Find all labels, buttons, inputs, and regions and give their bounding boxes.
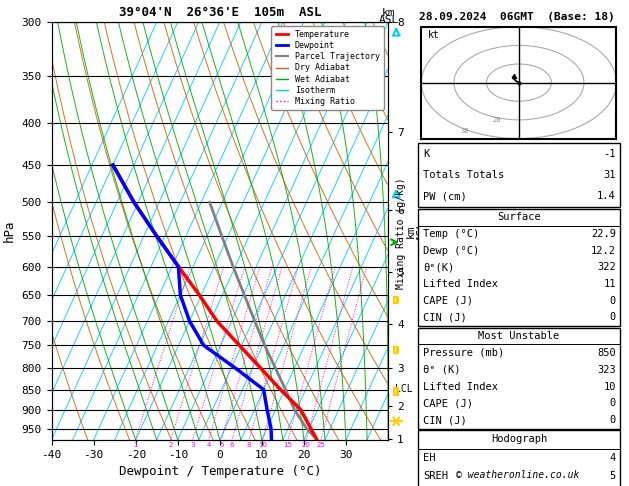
Text: 0: 0 [610, 415, 616, 425]
Text: 5: 5 [220, 442, 224, 448]
Text: 22.9: 22.9 [591, 229, 616, 239]
Text: 850: 850 [597, 348, 616, 358]
Text: 322: 322 [597, 262, 616, 272]
Text: 2: 2 [169, 442, 173, 448]
Text: 4: 4 [206, 442, 211, 448]
Text: Lifted Index: Lifted Index [423, 279, 498, 289]
Text: -1: -1 [603, 149, 616, 159]
Text: 1.4: 1.4 [597, 191, 616, 201]
Text: km: km [382, 8, 396, 18]
Text: SREH: SREH [423, 471, 448, 481]
Title: 39°04'N  26°36'E  105m  ASL: 39°04'N 26°36'E 105m ASL [119, 6, 321, 19]
Text: CIN (J): CIN (J) [423, 415, 467, 425]
Text: CAPE (J): CAPE (J) [423, 399, 473, 408]
Text: ASL: ASL [379, 15, 399, 25]
Text: 11: 11 [603, 279, 616, 289]
Text: CIN (J): CIN (J) [423, 312, 467, 322]
Text: 28.09.2024  06GMT  (Base: 18): 28.09.2024 06GMT (Base: 18) [420, 12, 615, 22]
Text: Most Unstable: Most Unstable [478, 331, 560, 341]
Text: Surface: Surface [497, 212, 541, 222]
Text: © weatheronline.co.uk: © weatheronline.co.uk [455, 470, 579, 480]
Text: Dewp (°C): Dewp (°C) [423, 245, 479, 256]
Text: Totals Totals: Totals Totals [423, 170, 504, 180]
Text: 6: 6 [230, 442, 234, 448]
Text: 0: 0 [610, 399, 616, 408]
Text: Pressure (mb): Pressure (mb) [423, 348, 504, 358]
Text: 12.2: 12.2 [591, 245, 616, 256]
Text: 10: 10 [603, 382, 616, 392]
Text: 323: 323 [597, 364, 616, 375]
Text: 1: 1 [133, 442, 138, 448]
Text: K: K [423, 149, 430, 159]
Text: 20: 20 [493, 117, 501, 123]
Text: PW (cm): PW (cm) [423, 191, 467, 201]
Y-axis label: km
ASL: km ASL [405, 221, 427, 241]
Text: Lifted Index: Lifted Index [423, 382, 498, 392]
Text: 15: 15 [284, 442, 292, 448]
Text: 5: 5 [610, 471, 616, 481]
Text: 4: 4 [610, 453, 616, 463]
Text: 10: 10 [258, 442, 267, 448]
Y-axis label: hPa: hPa [3, 220, 16, 242]
Text: LCL: LCL [395, 384, 413, 394]
Text: θᵉ (K): θᵉ (K) [423, 364, 461, 375]
Text: CAPE (J): CAPE (J) [423, 295, 473, 306]
Text: 30: 30 [460, 128, 469, 134]
X-axis label: Dewpoint / Temperature (°C): Dewpoint / Temperature (°C) [119, 465, 321, 478]
Text: 31: 31 [603, 170, 616, 180]
Text: 0: 0 [610, 312, 616, 322]
Text: 20: 20 [302, 442, 311, 448]
Legend: Temperature, Dewpoint, Parcel Trajectory, Dry Adiabat, Wet Adiabat, Isotherm, Mi: Temperature, Dewpoint, Parcel Trajectory… [272, 26, 384, 110]
Text: 25: 25 [316, 442, 325, 448]
Text: 3: 3 [191, 442, 195, 448]
Text: kt: kt [428, 30, 440, 40]
Text: 0: 0 [610, 295, 616, 306]
Text: Hodograph: Hodograph [491, 434, 547, 444]
Text: Mixing Ratio (g/kg): Mixing Ratio (g/kg) [396, 177, 406, 289]
Text: 8: 8 [247, 442, 252, 448]
Text: EH: EH [423, 453, 436, 463]
Text: Temp (°C): Temp (°C) [423, 229, 479, 239]
Text: θᵉ(K): θᵉ(K) [423, 262, 455, 272]
